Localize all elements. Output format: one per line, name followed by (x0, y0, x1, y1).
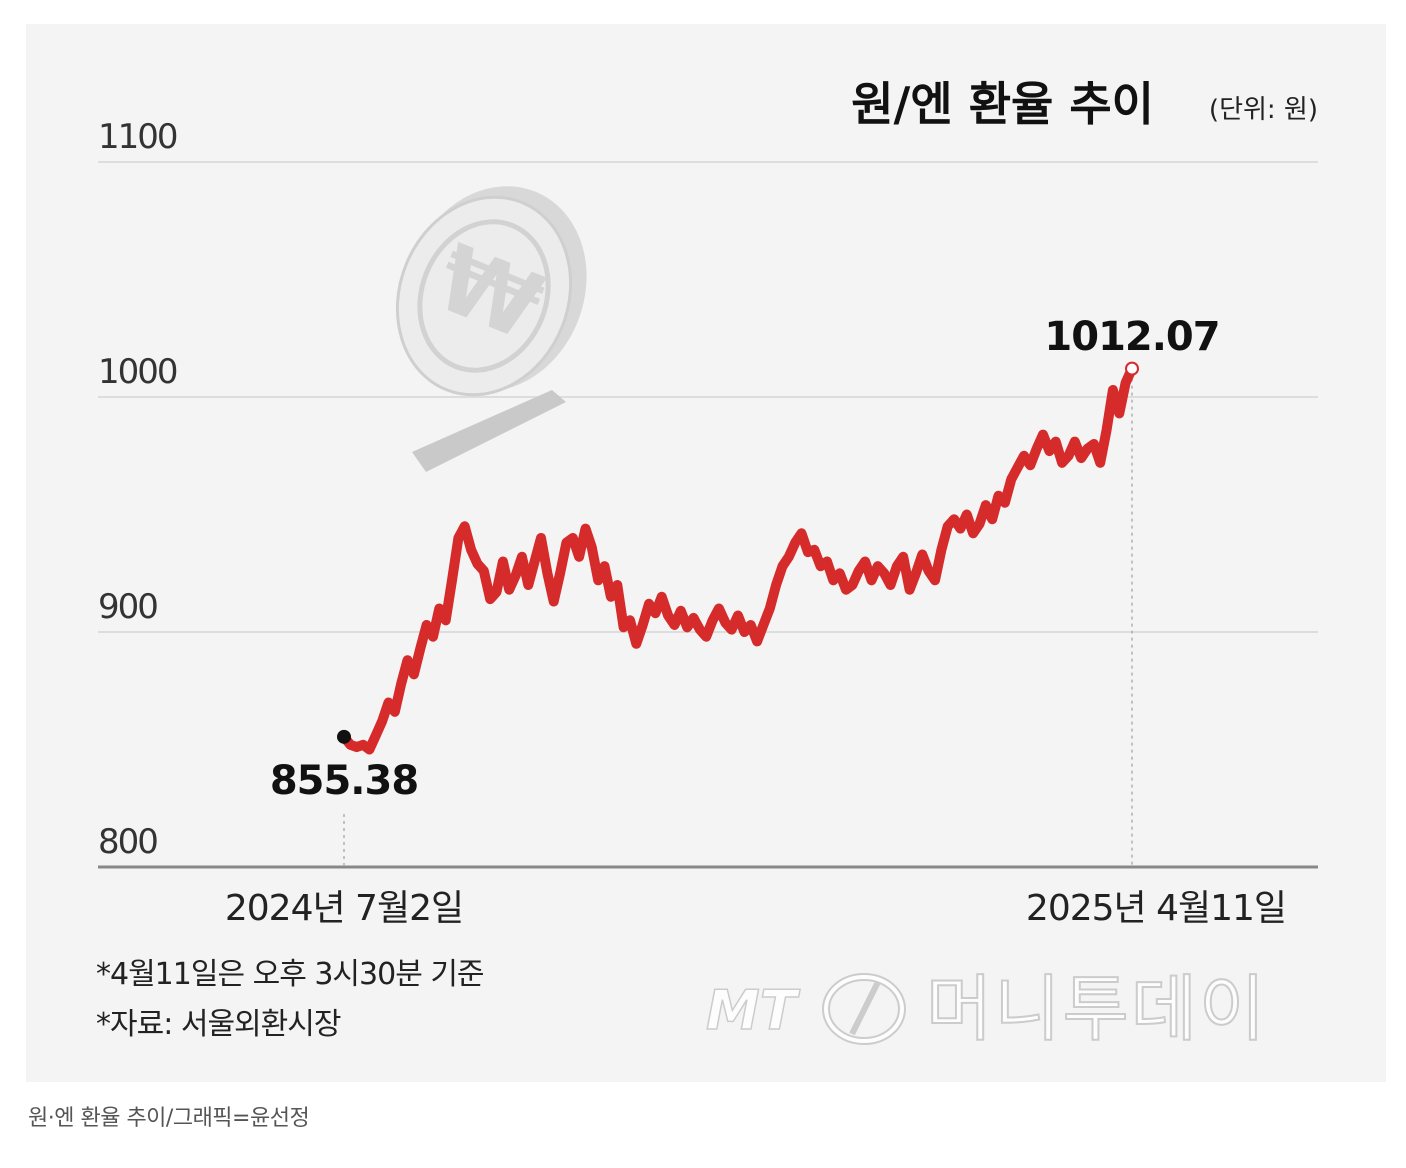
start-value-label: 855.38 (270, 758, 418, 804)
y-tick-label: 1100 (98, 117, 177, 157)
y-axis-ticks: 1100 1000 900 800 (98, 117, 179, 862)
watermark: MT 머니투데이 (705, 966, 1267, 1052)
footnote-source: *자료: 서울외환시장 (96, 1007, 341, 1042)
y-tick-label: 800 (98, 822, 157, 862)
grid-lines (98, 161, 1318, 633)
start-point (337, 729, 351, 744)
footnote-time: *4월11일은 오후 3시30분 기준 (96, 957, 484, 992)
series-line (339, 363, 1137, 755)
chart-title: 원/엔 환율 추이 (851, 77, 1154, 131)
y-tick-label: 900 (98, 587, 157, 627)
watermark-name: 머니투데이 (926, 967, 1267, 1051)
won-coin-icon: ₩ (395, 186, 587, 472)
exchange-rate-chart: 원/엔 환율 추이 (단위: 원) 1100 1000 900 800 ₩ 855.3… (96, 77, 1318, 1052)
y-tick-label: 1000 (98, 352, 177, 392)
watermark-logo-icon (822, 973, 906, 1045)
x-label-start: 2024년 7월2일 (225, 888, 463, 929)
image-caption: 원·엔 환율 추이/그래픽=윤선정 (28, 1106, 310, 1131)
chart-panel: 원/엔 환율 추이 (단위: 원) 1100 1000 900 800 ₩ 855.3… (26, 24, 1386, 1082)
guide-lines (98, 378, 1318, 869)
end-value-label: 1012.07 (1044, 314, 1219, 360)
x-label-end: 2025년 4월11일 (1026, 888, 1286, 929)
unit-label: (단위: 원) (1209, 95, 1318, 125)
end-point (1125, 361, 1139, 376)
watermark-mt: MT (706, 979, 801, 1042)
